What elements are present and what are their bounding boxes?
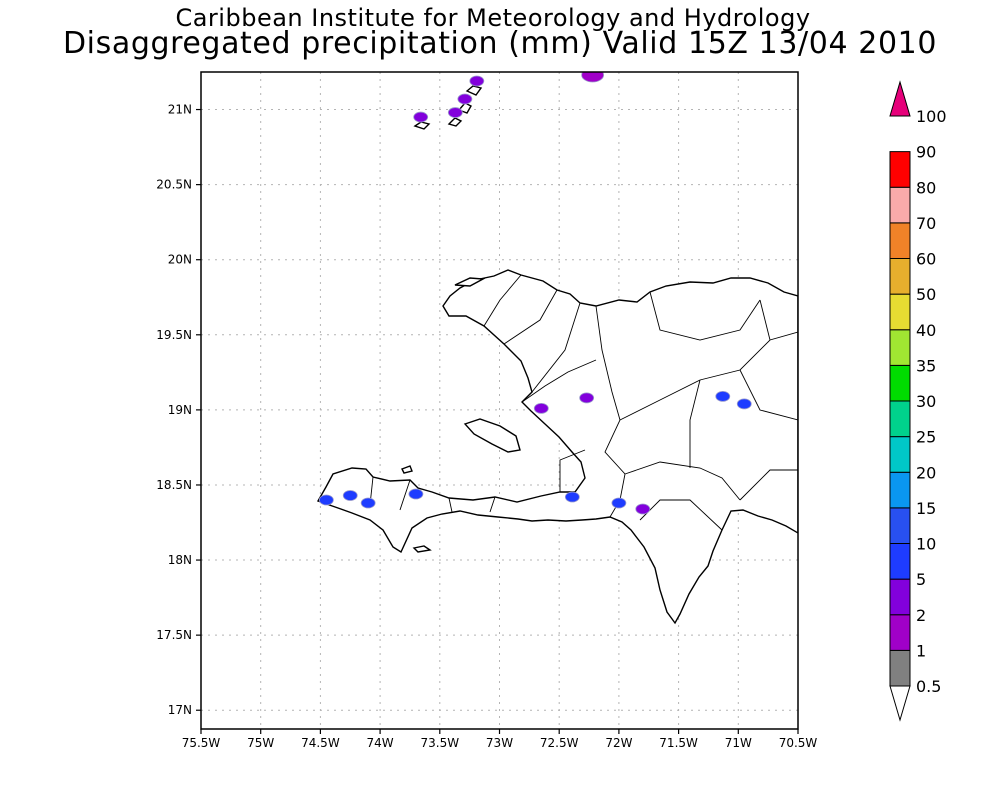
lon-tick-label: 75.5W (182, 736, 221, 750)
lon-tick-label: 74.5W (301, 736, 340, 750)
land-outline (316, 85, 798, 625)
inagua-island (413, 121, 431, 130)
precip-area-tiburon (318, 494, 334, 506)
precip-area-cibao-east (736, 398, 752, 410)
precip-area-border-south (611, 497, 627, 509)
lat-tick-label: 17.5N (156, 628, 192, 642)
lon-tick-label: 73W (486, 736, 513, 750)
legend-swatch (889, 614, 911, 651)
precip-area-port-au-prince (564, 491, 580, 503)
legend-swatch (889, 400, 911, 438)
legend-swatch (889, 222, 911, 259)
legend-swatch (889, 364, 911, 402)
legend-label: 30 (916, 392, 936, 411)
lon-tick-label: 72.5W (540, 736, 579, 750)
lat-tick-label: 17N (168, 703, 192, 717)
legend-label: 35 (916, 356, 936, 375)
legend-label: 0.5 (916, 677, 941, 696)
legend-upper-triangle (889, 80, 911, 117)
legend-lower-triangle (889, 685, 911, 722)
precip-area-cibao (715, 390, 731, 402)
precip-area-turks-small (447, 107, 463, 118)
legend-swatch (889, 649, 911, 687)
legend-label: 60 (916, 250, 936, 269)
institute-title: Caribbean Institute for Meteorology and … (175, 4, 811, 32)
legend-swatch (889, 507, 911, 544)
legend-swatch (889, 258, 911, 295)
lon-tick-label: 71W (725, 736, 752, 750)
latitude-labels: 17N 17.5N 18N 18.5N 19N 19.5N 20N 20.5N 21N (156, 103, 201, 717)
precip-area-barahona (635, 503, 651, 515)
legend-label: 2 (916, 606, 926, 625)
precip-area-hinche (579, 392, 595, 404)
island (465, 85, 483, 96)
legend-swatch (889, 293, 911, 331)
legend-label: 40 (916, 321, 936, 340)
admin-borders (369, 274, 798, 531)
lon-tick-label: 73.5W (421, 736, 460, 750)
hispaniola-coast (316, 269, 798, 625)
legend-label: 15 (916, 499, 936, 518)
legend-swatch (889, 186, 911, 224)
precip-area-les-cayes (360, 497, 376, 509)
legend-swatch (889, 471, 911, 509)
precip-area-caicos-gray (581, 72, 605, 83)
legend-swatch (889, 329, 911, 366)
legend-swatch (889, 151, 911, 188)
legend-label: 25 (916, 428, 936, 447)
legend-swatch (889, 436, 911, 473)
legend-label: 10 (916, 535, 936, 554)
legend-label: 90 (916, 143, 936, 162)
lat-tick-label: 21N (168, 103, 192, 117)
precip-area-gonaives (533, 402, 549, 414)
precip-area-inagua (413, 111, 429, 123)
precip-area-turks-north (469, 75, 485, 87)
lat-tick-label: 20N (168, 253, 192, 267)
lon-tick-label: 72W (605, 736, 632, 750)
legend-label: 5 (916, 570, 926, 589)
precip-overlay (318, 72, 752, 515)
longitude-labels: 75.5W 75W 74.5W 74W 73.5W 73W 72.5W 72W 71.5W 71W… (182, 729, 818, 750)
legend-swatch (889, 543, 911, 580)
precip-area-turks-mid (457, 93, 473, 105)
legend-label: 70 (916, 214, 936, 233)
lon-tick-label: 75W (247, 736, 274, 750)
lat-tick-label: 18N (168, 553, 192, 567)
precip-area-les-cayes-west (342, 490, 358, 501)
cay-island (412, 545, 432, 553)
tortuga-island (454, 277, 486, 287)
lat-tick-label: 18.5N (156, 478, 192, 492)
gonave-island (463, 418, 521, 453)
product-title: Disaggregated precipitation (mm) Valid 1… (62, 26, 938, 61)
lat-tick-label: 19N (168, 403, 192, 417)
legend-label: 1 (916, 641, 926, 660)
lon-tick-label: 74W (367, 736, 394, 750)
lon-tick-label: 70.5W (779, 736, 818, 750)
cay-island (401, 465, 413, 474)
lat-tick-label: 20.5N (156, 178, 192, 192)
lon-tick-label: 71.5W (659, 736, 698, 750)
legend-label: 80 (916, 178, 936, 197)
legend-swatch (889, 578, 911, 616)
lat-tick-label: 19.5N (156, 328, 192, 342)
legend-label: 20 (916, 463, 936, 482)
island (447, 117, 463, 127)
precip-area-south-coast (408, 488, 424, 500)
legend-label: 100 (916, 107, 947, 126)
legend-label: 50 (916, 285, 936, 304)
